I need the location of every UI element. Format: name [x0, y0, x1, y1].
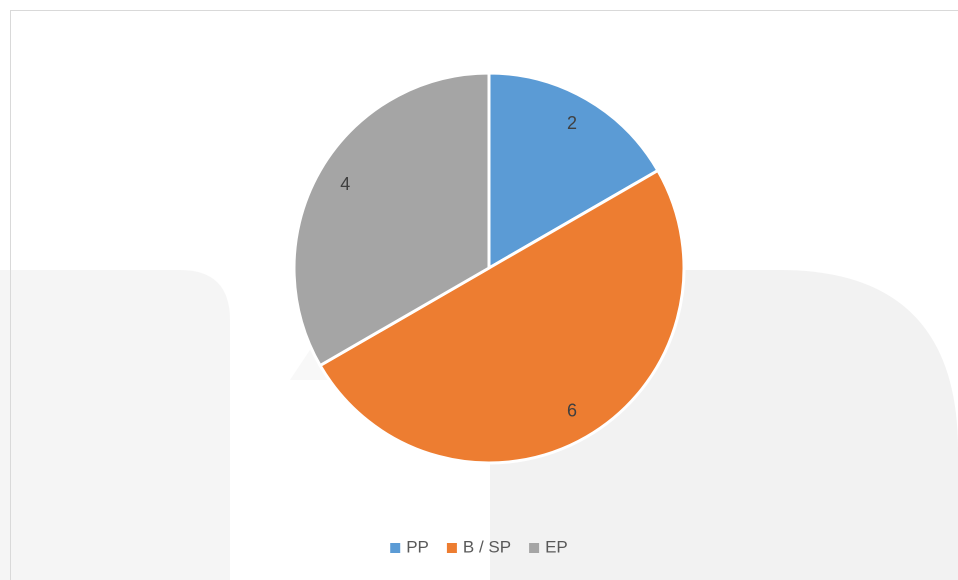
legend: PP B / SP EP: [390, 537, 568, 556]
legend-swatch: [529, 543, 540, 553]
legend-label: B / SP: [463, 537, 511, 556]
data-label: 4: [340, 174, 350, 194]
legend-label: EP: [545, 537, 568, 556]
pie-slice: [292, 71, 491, 368]
legend-item: EP: [529, 537, 568, 556]
legend-label: PP: [406, 537, 429, 556]
legend-swatch: [390, 543, 401, 553]
pie-slice: [487, 71, 660, 271]
legend-swatch: [446, 543, 457, 553]
pie-slice: [318, 168, 686, 465]
data-label: 2: [567, 113, 577, 133]
chart-border: [10, 10, 958, 580]
pie: 2 6 4: [292, 71, 686, 465]
legend-item: B / SP: [446, 537, 511, 556]
legend-item: PP: [390, 537, 429, 556]
data-label: 6: [567, 401, 577, 421]
